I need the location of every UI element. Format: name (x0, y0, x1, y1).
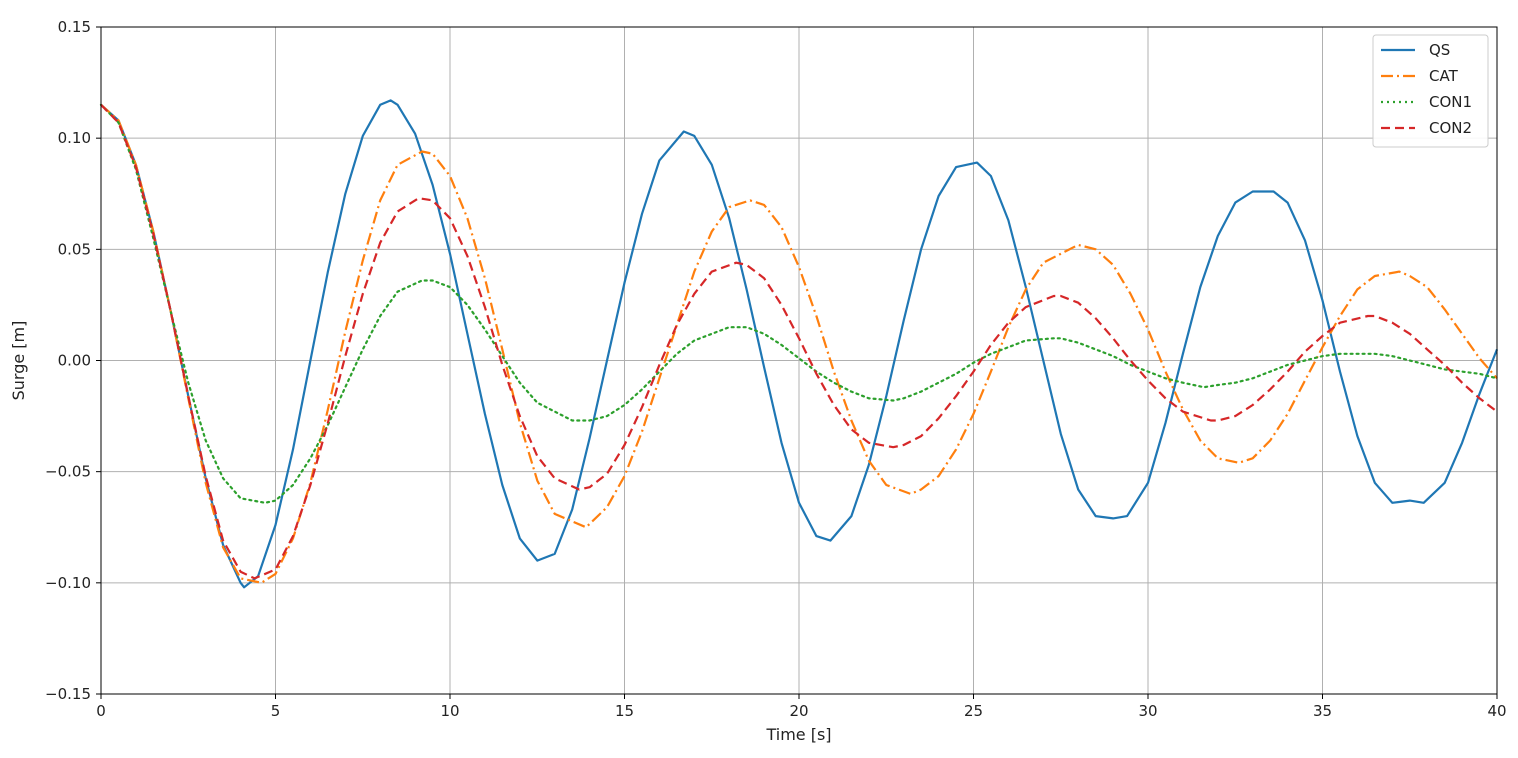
legend: QS CAT CON1 CON2 (1372, 34, 1489, 148)
y-tick-label: 0.05 (58, 240, 91, 258)
y-axis-label: Surge [m] (9, 321, 28, 401)
y-tick-label: −0.15 (45, 685, 91, 703)
y-tick-label: 0.15 (58, 18, 91, 36)
x-tick-label: 10 (440, 702, 459, 720)
legend-label-con1: CON1 (1429, 93, 1472, 111)
y-tick-label: 0.00 (58, 352, 91, 370)
x-tick-label: 40 (1487, 702, 1506, 720)
legend-label-cat: CAT (1429, 67, 1459, 85)
legend-label-con2: CON2 (1429, 119, 1472, 137)
x-tick-label: 35 (1313, 702, 1332, 720)
y-tick-label: −0.10 (45, 574, 91, 592)
x-tick-label: 30 (1138, 702, 1157, 720)
x-tick-label: 5 (271, 702, 281, 720)
x-tick-label: 0 (96, 702, 106, 720)
axis-ticks: 0 5 10 15 20 25 30 35 40 −0.15 −0.10 −0.05 0.00 0.05 0… (45, 18, 1507, 720)
legend-box (1372, 34, 1489, 148)
x-axis-label: Time [s] (765, 725, 831, 744)
legend-label-qs: QS (1429, 41, 1450, 59)
x-tick-label: 15 (615, 702, 634, 720)
y-tick-label: 0.10 (58, 129, 91, 147)
y-tick-label: −0.05 (45, 463, 91, 481)
series-lines (99, 99, 1499, 589)
series-line-qs (100, 99, 1499, 589)
series-line-con2 (100, 104, 1498, 580)
x-tick-label: 20 (789, 702, 808, 720)
series-line-cat (100, 103, 1498, 584)
x-tick-label: 25 (964, 702, 983, 720)
